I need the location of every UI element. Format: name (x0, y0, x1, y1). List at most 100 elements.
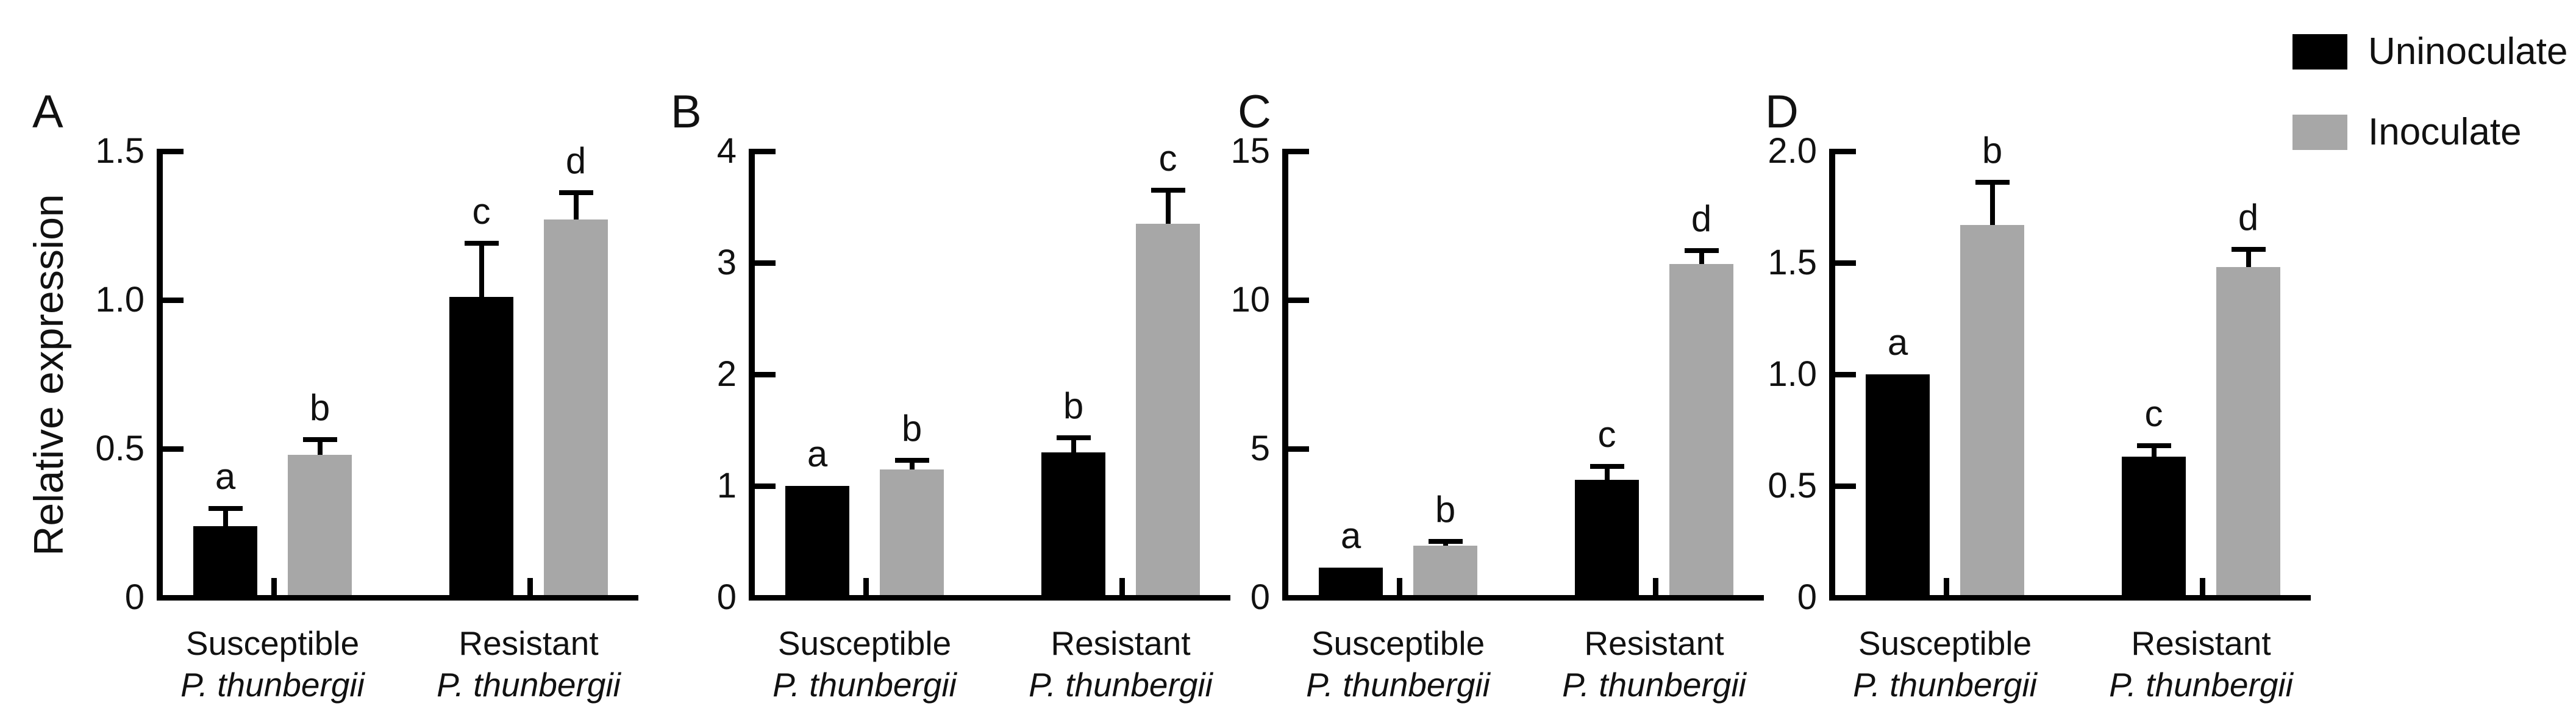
y-tick-label: 15 (1230, 131, 1270, 171)
x-group-tick (527, 578, 533, 596)
y-axis (1829, 149, 1835, 601)
sig-letter: a (1340, 515, 1361, 557)
error-bar-line (479, 243, 484, 298)
x-category-species-label: P. thunbergii (180, 666, 365, 704)
x-group-tick (2200, 578, 2205, 596)
y-tick (1288, 595, 1309, 601)
error-bar-cap (1589, 464, 1624, 469)
bar-inoculate (544, 219, 608, 601)
sig-letter: c (472, 191, 491, 232)
y-axis-title: Relative expression (26, 194, 72, 556)
sig-letter: b (1435, 489, 1456, 530)
error-bar-cap (1684, 248, 1719, 254)
x-group-tick (1944, 578, 1949, 596)
y-tick (1288, 298, 1309, 303)
y-tick-label: 1.0 (1768, 354, 1817, 394)
error-bar-line (573, 193, 579, 220)
y-tick (1835, 149, 1856, 154)
legend-label-inoculate: Inoculate (2368, 111, 2522, 153)
legend-swatch-uninoculate (2292, 34, 2347, 70)
error-bar-cap (2136, 443, 2171, 449)
error-bar-line (1071, 438, 1076, 453)
x-category-species-label: P. thunbergii (1029, 666, 1213, 704)
error-bar-line (1989, 182, 1995, 225)
x-category-species-label: P. thunbergii (2109, 666, 2293, 704)
bar-uninoculate (1575, 480, 1639, 601)
sig-letter: d (1691, 198, 1712, 240)
x-category-species-label: P. thunbergii (772, 666, 957, 704)
panel-letter: A (32, 86, 63, 138)
y-tick (755, 372, 776, 377)
y-tick (163, 298, 184, 303)
x-group-tick (863, 578, 869, 596)
x-category-species-label: P. thunbergii (1306, 666, 1490, 704)
y-tick (755, 260, 776, 266)
y-tick (163, 149, 184, 154)
sig-letter: b (1063, 385, 1084, 427)
x-group-tick (1397, 578, 1402, 596)
x-group-tick (1653, 578, 1658, 596)
error-bar-cap (2231, 247, 2266, 252)
y-tick-label: 4 (716, 131, 737, 171)
bar-uninoculate (193, 526, 257, 601)
error-bar-line (2151, 446, 2157, 457)
sig-letter: d (2238, 197, 2259, 238)
legend-label-uninoculate: Uninoculate (2368, 30, 2568, 73)
y-tick (1835, 260, 1856, 266)
y-tick-label: 1.5 (1768, 243, 1817, 282)
bar-inoculate (288, 454, 352, 601)
x-category-label: Susceptible (1858, 624, 2032, 662)
error-bar-cap (558, 190, 593, 196)
y-axis (1282, 149, 1288, 601)
x-axis (157, 595, 638, 601)
bar-uninoculate (785, 486, 849, 601)
panel-letter: D (1765, 86, 1799, 138)
y-tick-label: 1 (716, 466, 737, 505)
y-tick-label: 1.5 (95, 131, 144, 171)
error-bar-line (223, 508, 228, 526)
panel-letter: C (1238, 86, 1271, 138)
x-category-label: Resistant (2131, 624, 2271, 662)
bar-uninoculate (1041, 452, 1105, 601)
sig-letter: b (309, 387, 330, 429)
bar-inoculate (2216, 267, 2280, 601)
y-tick (755, 483, 776, 489)
error-bar-line (317, 440, 323, 455)
bar-inoculate (1960, 224, 2024, 601)
error-bar-cap (464, 241, 499, 246)
sig-letter: d (565, 140, 587, 182)
x-category-label: Resistant (1584, 624, 1724, 662)
x-category-species-label: P. thunbergii (437, 666, 621, 704)
y-tick-label: 1.0 (95, 280, 144, 319)
y-tick (1835, 483, 1856, 489)
x-category-label: Susceptible (777, 624, 952, 662)
sig-letter: c (1158, 138, 1177, 179)
error-bar-cap (1428, 539, 1463, 544)
bar-inoculate (1413, 545, 1477, 601)
error-bar-cap (302, 437, 337, 443)
bar-uninoculate (1866, 374, 1930, 601)
y-tick-label: 0 (124, 577, 144, 617)
x-axis (1282, 595, 1764, 601)
x-category-species-label: P. thunbergii (1853, 666, 2037, 704)
sig-letter: c (2144, 393, 2163, 435)
y-tick-label: 2.0 (1768, 131, 1817, 171)
x-group-tick (271, 578, 277, 596)
sig-letter: b (1982, 130, 2003, 171)
y-tick-label: 0.5 (95, 429, 144, 468)
y-axis (157, 149, 163, 601)
x-axis (749, 595, 1230, 601)
y-tick (1835, 595, 1856, 601)
legend-swatch-inoculate (2292, 115, 2347, 150)
y-tick (755, 595, 776, 601)
bar-inoculate (1136, 223, 1200, 601)
sig-letter: a (1887, 322, 1908, 363)
y-tick-label: 0 (1797, 577, 1817, 617)
y-tick (1288, 446, 1309, 452)
error-bar-line (1165, 190, 1171, 224)
y-tick (163, 446, 184, 452)
error-bar-line (2246, 249, 2251, 268)
y-tick-label: 0 (716, 577, 737, 617)
sig-letter: a (215, 455, 236, 497)
